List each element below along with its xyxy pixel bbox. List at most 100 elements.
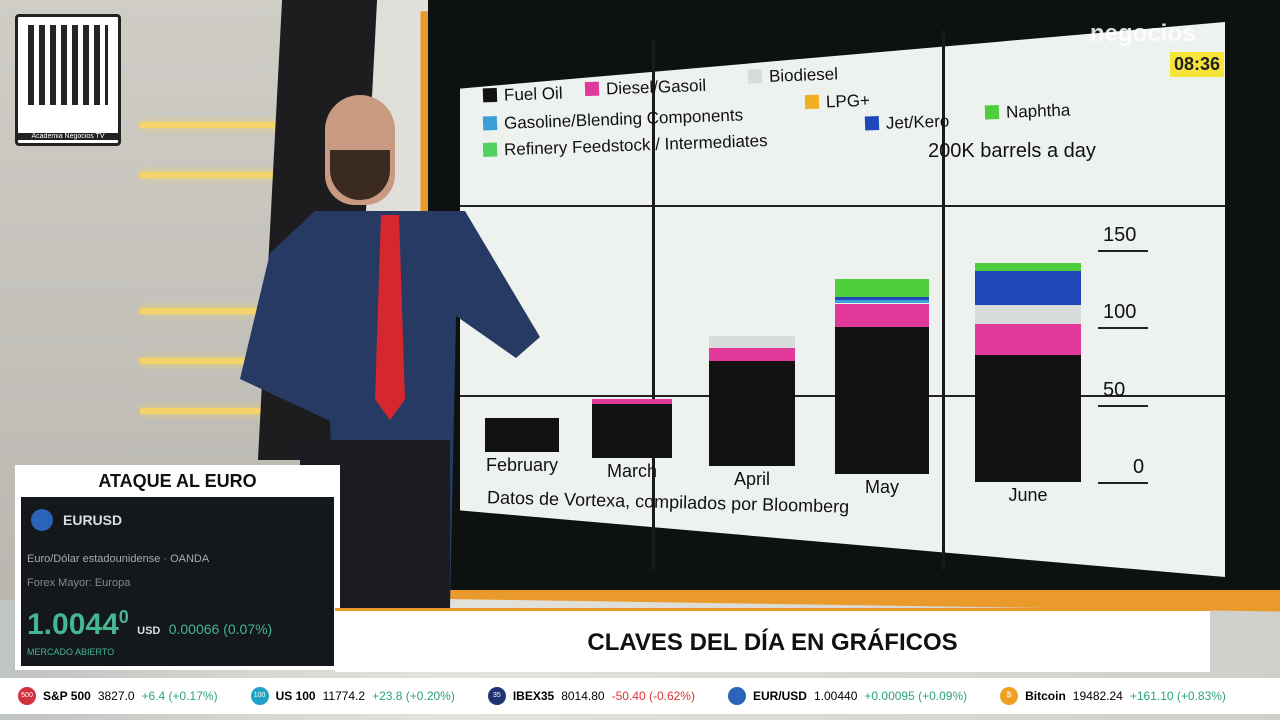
y-tick-line bbox=[1098, 482, 1148, 484]
bar-segment-diesel-gasoil bbox=[975, 323, 1081, 355]
y-tick-label: 0 bbox=[1133, 456, 1145, 478]
ticker-badge-icon: 500 bbox=[18, 687, 36, 705]
x-tick-label: February bbox=[485, 455, 559, 475]
price-superscript: 0 bbox=[118, 607, 129, 627]
bar-segment-diesel-gasoil bbox=[709, 348, 795, 361]
instrument-description: Euro/Dólar estadounidense · OANDA bbox=[27, 553, 210, 565]
headline-banner: CLAVES DEL DÍA EN GRÁFICOS bbox=[335, 608, 1210, 672]
clock: 08:36 bbox=[1170, 52, 1225, 77]
bar-segment-gasoline-blending-components bbox=[835, 300, 929, 304]
ticker-item[interactable]: EUR/USD 1.00440 +0.00095 (+0.09%) bbox=[727, 687, 988, 705]
y-tick-line bbox=[1098, 404, 1148, 407]
currency: USD bbox=[137, 625, 161, 637]
ticker-name: IBEX35 bbox=[512, 689, 555, 703]
y-tick-line bbox=[1098, 327, 1148, 329]
presenter-tie bbox=[375, 215, 405, 420]
ticker-name: US 100 bbox=[275, 689, 316, 703]
bar-segment-diesel-gasoil bbox=[835, 303, 929, 327]
symbol: EURUSD bbox=[63, 512, 123, 528]
legend-item: Diesel/Gasoil bbox=[584, 75, 707, 100]
ticker-name: EUR/USD bbox=[752, 689, 807, 703]
ticker-change: +6.4 (+0.17%) bbox=[141, 689, 218, 703]
legend-swatch bbox=[864, 115, 880, 131]
ticker-change: -50.40 (-0.62%) bbox=[611, 689, 695, 703]
legend-label: Naphtha bbox=[1005, 100, 1071, 122]
ticker-value: 3827.0 bbox=[97, 689, 135, 703]
ticker-value: 11774.2 bbox=[322, 689, 366, 703]
ticker-value: 19482.24 bbox=[1072, 689, 1123, 703]
x-tick-label: May bbox=[864, 477, 900, 497]
market-ticker: 500 S&P 500 3827.0 +6.4 (+0.17%) 100 US 100 11… bbox=[0, 678, 1280, 714]
legend-item: Jet/Kero bbox=[864, 111, 950, 135]
grid-line bbox=[460, 205, 1225, 207]
ticker-value: 8014.80 bbox=[561, 689, 605, 703]
ticker-change: +161.10 (+0.83%) bbox=[1129, 689, 1226, 703]
x-tick-label: June bbox=[1008, 485, 1048, 505]
legend-label: Biodiesel bbox=[768, 64, 839, 86]
ticker-badge-icon bbox=[727, 687, 746, 705]
ticker-change: +23.8 (+0.20%) bbox=[372, 689, 455, 703]
ticker-item[interactable]: 35 IBEX35 8014.80 -50.40 (-0.62%) bbox=[487, 687, 716, 705]
logo-caption: Academia Negocios TV bbox=[18, 133, 118, 140]
bar-segment-biodiesel bbox=[709, 335, 795, 349]
channel-logo: Academia Negocios TV bbox=[15, 14, 121, 146]
grid-line bbox=[942, 30, 945, 570]
presenter-beard bbox=[330, 150, 390, 200]
legend-label: Fuel Oil bbox=[503, 83, 563, 105]
market-status: MERCADO ABIERTO bbox=[27, 647, 115, 657]
y-tick-label: 50 bbox=[1103, 378, 1126, 401]
ticker-change: +0.00095 (+0.09%) bbox=[864, 689, 968, 703]
x-tick-label: March bbox=[606, 461, 658, 481]
bar-segment-fuel-oil bbox=[835, 326, 929, 474]
ticker-badge-icon: 35 bbox=[487, 687, 506, 705]
qr-code bbox=[28, 25, 108, 105]
ticker-item[interactable]: ₿ Bitcoin 19482.24 +161.10 (+0.83%) bbox=[1000, 687, 1247, 705]
y-tick-label: 100 bbox=[1103, 301, 1137, 323]
ticker-name: Bitcoin bbox=[1025, 689, 1066, 703]
ticker-item[interactable]: 500 S&P 500 3827.0 +6.4 (+0.17%) bbox=[18, 687, 239, 705]
euro-flag-icon bbox=[31, 509, 53, 531]
legend-label: LPG+ bbox=[825, 90, 871, 112]
studio-light bbox=[140, 308, 300, 314]
price: 1.0044 bbox=[27, 608, 119, 641]
studio-light bbox=[140, 172, 300, 178]
legend-swatch bbox=[482, 116, 498, 131]
legend-label: Jet/Kero bbox=[885, 111, 950, 133]
bar-segment-diesel-gasoil bbox=[592, 399, 672, 404]
price-change: 0.00066 (0.07%) bbox=[168, 621, 273, 637]
legend-swatch bbox=[984, 105, 1000, 120]
x-tick-label: April bbox=[733, 469, 771, 489]
eurusd-infobox: ATAQUE AL EURO EURUSD Euro/Dólar estadou… bbox=[15, 465, 340, 670]
ticker-name: S&P 500 bbox=[43, 689, 91, 703]
legend-swatch bbox=[482, 142, 498, 157]
ticker-item[interactable]: 100 US 100 11774.2 +23.8 (+0.20%) bbox=[250, 687, 476, 705]
legend-swatch bbox=[747, 69, 763, 84]
bar-segment-naphtha bbox=[975, 263, 1081, 272]
bar-segment-biodiesel bbox=[975, 305, 1081, 324]
legend-item: Biodiesel bbox=[747, 64, 839, 87]
studio-light bbox=[140, 122, 300, 128]
legend-label: Diesel/Gasoil bbox=[605, 75, 707, 99]
bar-segment-jet-kero bbox=[975, 271, 1081, 306]
legend-swatch bbox=[482, 87, 498, 103]
legend-swatch bbox=[584, 81, 600, 97]
bar-segment-jet-kero bbox=[835, 297, 929, 301]
ticker-badge-icon: 100 bbox=[250, 687, 269, 705]
y-tick-line bbox=[1098, 249, 1148, 252]
chart-title: 200K barrels a day bbox=[928, 140, 1096, 162]
bar-segment-fuel-oil bbox=[592, 403, 672, 458]
bar-segment-fuel-oil bbox=[485, 417, 559, 452]
grid-line bbox=[652, 40, 655, 570]
studio-light bbox=[140, 408, 300, 414]
bar-segment-fuel-oil bbox=[709, 360, 795, 466]
ticker-badge-icon: ₿ bbox=[1000, 687, 1019, 705]
studio-light bbox=[140, 358, 300, 364]
brand-watermark: negocios bbox=[1090, 20, 1196, 47]
bar-segment-fuel-oil bbox=[975, 354, 1081, 482]
legend-swatch bbox=[804, 94, 820, 110]
legend-item: Naphtha bbox=[984, 100, 1071, 124]
y-tick-label: 150 bbox=[1103, 223, 1137, 246]
ticker-value: 1.00440 bbox=[813, 689, 858, 703]
legend-item: Fuel Oil bbox=[482, 83, 563, 107]
legend-item: LPG+ bbox=[804, 90, 871, 113]
